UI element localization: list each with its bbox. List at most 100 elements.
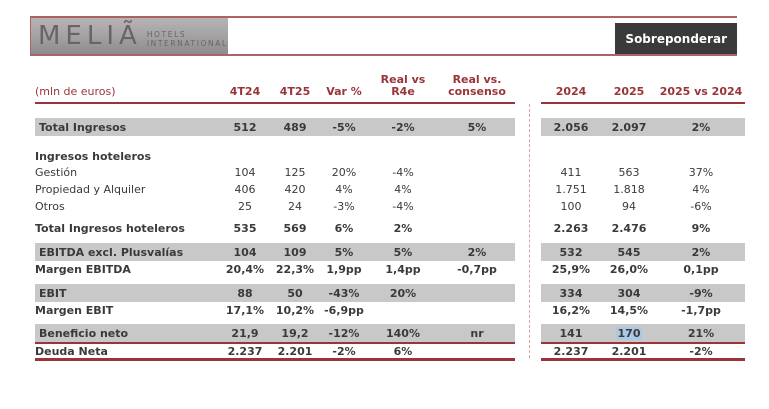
melia-logo: MELIÃ HOTELS INTERNATIONAL (31, 18, 228, 54)
table-cell: 535 (233, 222, 257, 235)
table-cell: 21,9 (221, 324, 269, 342)
section-divider-dashed-line (529, 104, 530, 358)
row-label: Gestión (35, 166, 78, 179)
spacer (35, 104, 745, 118)
row-label: EBITDA excl. Plusvalías (35, 243, 221, 261)
table-cell: 50 (269, 284, 321, 302)
row-label: Total Ingresos (35, 118, 221, 136)
table-cell: 37% (688, 166, 714, 179)
table-cell: 140% (367, 324, 439, 342)
table-cell: 334 (541, 284, 601, 302)
table-row-otros: Otros 25 24 -3% -4% 100 94 -6% (35, 198, 745, 215)
table-cell: 2.056 (541, 118, 601, 136)
table-cell: -43% (321, 284, 367, 302)
table-row-ingresos-hoteleros: Ingresos hoteleros (35, 148, 745, 164)
table-cell (439, 284, 515, 302)
highlighted-value: 170 (615, 326, 643, 340)
row-label: EBIT (35, 284, 221, 302)
table-cell: 22,3% (275, 263, 315, 276)
table-cell: 17,1% (225, 304, 265, 317)
table-cell: -6% (690, 200, 712, 213)
table-cell: 532 (541, 243, 601, 261)
table-cell: 24 (288, 200, 302, 213)
row-label: Beneficio neto (35, 324, 221, 342)
table-cell: 2.201 (269, 342, 321, 361)
table-cell: 125 (284, 166, 306, 179)
table-cell: 2% (439, 243, 515, 261)
table-cell: 20,4% (225, 263, 265, 276)
table-cell: -3% (333, 200, 355, 213)
table-cell: 1.818 (613, 183, 645, 196)
table-cell: 19,2 (269, 324, 321, 342)
table-header-row: (mln de euros) 4T24 4T25 Var % Real vs R… (35, 66, 745, 104)
col-header-4t24: 4T24 (221, 86, 269, 104)
table-cell: 2% (657, 118, 745, 136)
table-cell: 2.237 (541, 342, 601, 361)
table-cell: 2.237 (221, 342, 269, 361)
table-cell: 4% (394, 183, 412, 196)
table-cell: 141 (541, 324, 601, 342)
table-cell: 5% (367, 243, 439, 261)
table-cell: 545 (601, 243, 657, 261)
table-row-deuda-neta: Deuda Neta 2.237 2.201 -2% 6% 2.237 2.20… (35, 342, 745, 361)
spacer (35, 136, 745, 148)
row-label: Margen EBIT (35, 304, 114, 317)
table-row-beneficio-neto: Beneficio neto 21,9 19,2 -12% 140% nr 14… (35, 324, 745, 342)
table-cell: 104 (234, 166, 256, 179)
table-cell: 2.201 (601, 342, 657, 361)
table-cell: 20% (367, 284, 439, 302)
table-cell-highlighted: 170 (601, 324, 657, 342)
table-row-ebit: EBIT 88 50 -43% 20% 334 304 -9% (35, 284, 745, 302)
financial-table: (mln de euros) 4T24 4T25 Var % Real vs R… (35, 66, 745, 361)
brand-subtitle: HOTELS INTERNATIONAL (147, 24, 228, 48)
table-cell: -2% (367, 118, 439, 136)
row-label: Ingresos hoteleros (35, 149, 152, 163)
unit-label: (mln de euros) (35, 85, 221, 104)
table-cell: 489 (269, 118, 321, 136)
table-cell: 1,4pp (385, 263, 421, 276)
table-cell: 2% (657, 243, 745, 261)
table-cell: 21% (657, 324, 745, 342)
table-cell: 25 (238, 200, 252, 213)
rating-badge: Sobreponderar (615, 23, 737, 54)
table-cell: 512 (221, 118, 269, 136)
table-cell: nr (439, 324, 515, 342)
col-header-2025-vs-2024: 2025 vs 2024 (657, 86, 745, 104)
table-cell: -0,7pp (457, 263, 497, 276)
table-cell: -4% (392, 166, 414, 179)
table-cell: 406 (234, 183, 256, 196)
table-cell: -1,7pp (681, 304, 721, 317)
table-cell: 94 (622, 200, 636, 213)
table-cell: 1,9pp (326, 263, 362, 276)
table-cell: 5% (439, 118, 515, 136)
table-cell: -4% (392, 200, 414, 213)
row-label: Deuda Neta (35, 342, 221, 361)
row-label: Total Ingresos hoteleros (35, 222, 185, 235)
header-band: MELIÃ HOTELS INTERNATIONAL Sobreponderar (30, 16, 737, 56)
brand-name: MELIÃ (38, 21, 142, 51)
table-cell: 411 (560, 166, 582, 179)
table-cell: 88 (221, 284, 269, 302)
table-cell: 1.751 (555, 183, 587, 196)
table-cell: -6,9pp (324, 304, 364, 317)
table-cell: -5% (321, 118, 367, 136)
table-cell: 20% (331, 166, 357, 179)
table-cell: 4% (692, 183, 710, 196)
table-row-ebitda-excl-plusvalias: EBITDA excl. Plusvalías 104 109 5% 5% 2%… (35, 243, 745, 261)
table-cell: 420 (284, 183, 306, 196)
table-cell: 26,0% (609, 263, 649, 276)
table-cell: 563 (618, 166, 640, 179)
table-cell: 569 (283, 222, 307, 235)
brand-subtitle-line1: HOTELS (146, 30, 187, 39)
table-cell: 16,2% (551, 304, 591, 317)
table-cell: 100 (560, 200, 582, 213)
table-cell: -9% (657, 284, 745, 302)
table-row-margen-ebitda: Margen EBITDA 20,4% 22,3% 1,9pp 1,4pp -0… (35, 261, 745, 278)
table-row-gestion: Gestión 104 125 20% -4% 411 563 37% (35, 164, 745, 181)
row-label: Margen EBITDA (35, 263, 131, 276)
table-cell: 10,2% (275, 304, 315, 317)
row-label: Otros (35, 200, 65, 213)
table-cell: 14,5% (609, 304, 649, 317)
brand-subtitle-line2: INTERNATIONAL (146, 39, 228, 48)
